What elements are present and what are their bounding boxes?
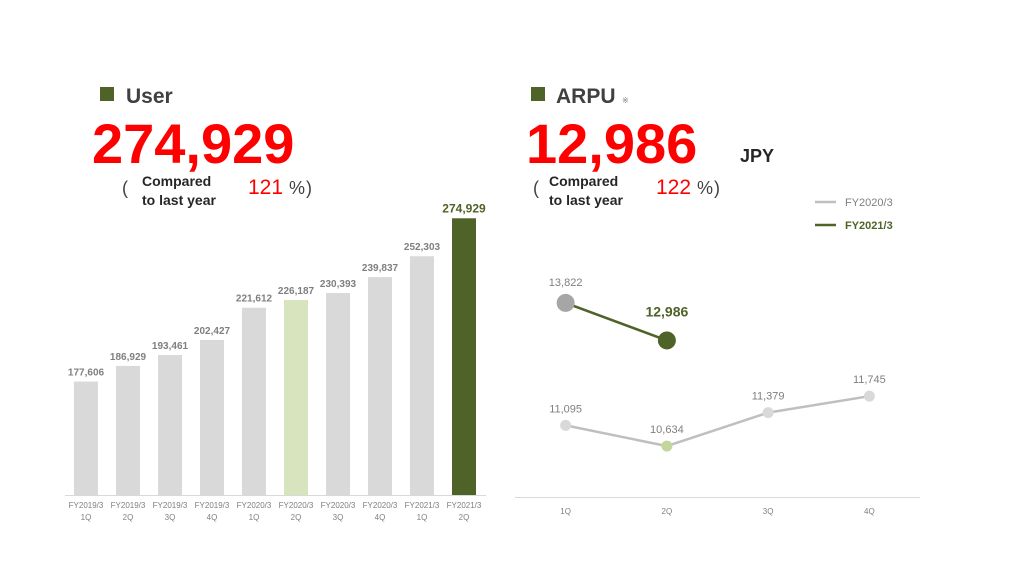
- legend-label: FY2020/3: [845, 197, 893, 209]
- value-label: 274,929: [442, 201, 486, 215]
- value-label: 221,612: [236, 294, 273, 305]
- x-tick-label: FY2020/3: [363, 501, 398, 510]
- comparison-value: 121: [248, 176, 283, 199]
- x-tick-label: FY2019/3: [111, 501, 146, 510]
- x-tick-label: 2Q: [123, 513, 134, 522]
- series-line: [565, 394, 870, 448]
- point: [560, 419, 572, 431]
- value-label: 11,379: [752, 391, 785, 403]
- bar: [284, 300, 308, 495]
- x-tick-label: 2Q: [459, 513, 470, 522]
- paren-open: (: [533, 178, 539, 198]
- title-note: ※: [622, 96, 629, 105]
- bar: [200, 339, 224, 495]
- point: [762, 407, 774, 419]
- chart-title: User: [126, 85, 173, 108]
- comparison-unit: %: [289, 178, 305, 198]
- bar: [116, 365, 140, 495]
- x-tick-label: 1Q: [81, 513, 92, 522]
- paren-close: ): [306, 178, 312, 198]
- x-tick-label: 2Q: [291, 513, 302, 522]
- title-icon: [531, 87, 545, 101]
- x-tick-label: 3Q: [165, 513, 176, 522]
- x-tick-label: FY2020/3: [279, 501, 314, 510]
- x-tick-label: 1Q: [249, 513, 260, 522]
- x-tick-label: FY2020/3: [237, 501, 272, 510]
- value-label: 177,606: [68, 368, 105, 379]
- value-label: 193,461: [152, 341, 189, 352]
- value-label: 230,393: [320, 279, 357, 290]
- x-tick-label: 4Q: [375, 513, 386, 522]
- point: [863, 390, 875, 402]
- point: [661, 440, 673, 452]
- value-label: 202,427: [194, 326, 231, 337]
- x-tick-label: FY2020/3: [321, 501, 356, 510]
- x-tick-label: 3Q: [333, 513, 344, 522]
- value-label: 239,837: [362, 263, 399, 274]
- value-label: 11,095: [549, 403, 582, 415]
- x-tick-label: 3Q: [763, 507, 774, 516]
- x-tick-label: FY2019/3: [153, 501, 188, 510]
- point: [556, 293, 575, 312]
- comparison-label: Compared: [549, 173, 618, 189]
- point: [657, 331, 676, 350]
- comparison-value: 122: [656, 176, 691, 199]
- chart-title: ARPU: [556, 85, 616, 108]
- x-tick-label: FY2019/3: [69, 501, 104, 510]
- value-label: 226,187: [278, 286, 315, 297]
- value-label: 10,634: [650, 424, 684, 436]
- series-line: [565, 301, 668, 342]
- x-tick-label: 1Q: [560, 507, 571, 516]
- value-label: 11,745: [853, 374, 886, 386]
- value-label: 252,303: [404, 242, 441, 253]
- bar: [452, 218, 476, 496]
- bar: [410, 256, 434, 495]
- comparison-unit: %: [697, 178, 713, 198]
- comparison-label: to last year: [549, 192, 623, 208]
- x-tick-label: 4Q: [207, 513, 218, 522]
- bar: [242, 307, 266, 495]
- paren-open: (: [122, 178, 128, 198]
- value-label: 12,986: [645, 303, 688, 319]
- bar: [158, 354, 182, 495]
- headline-value: 12,986: [526, 112, 697, 175]
- x-tick-label: 2Q: [662, 507, 673, 516]
- value-label: 13,822: [549, 277, 583, 289]
- bar: [368, 277, 392, 495]
- comparison-label: to last year: [142, 192, 216, 208]
- comparison-label: Compared: [142, 173, 211, 189]
- legend-label: FY2021/3: [845, 220, 893, 232]
- headline-unit: JPY: [740, 146, 774, 166]
- paren-close: ): [714, 178, 720, 198]
- x-tick-label: FY2021/3: [405, 501, 440, 510]
- x-tick-label: FY2019/3: [195, 501, 230, 510]
- bar: [74, 381, 98, 495]
- x-tick-label: 4Q: [864, 507, 875, 516]
- headline-value: 274,929: [92, 112, 294, 175]
- x-tick-label: FY2021/3: [447, 501, 482, 510]
- title-icon: [100, 87, 114, 101]
- bar: [326, 293, 350, 495]
- value-label: 186,929: [110, 352, 147, 363]
- x-tick-label: 1Q: [417, 513, 428, 522]
